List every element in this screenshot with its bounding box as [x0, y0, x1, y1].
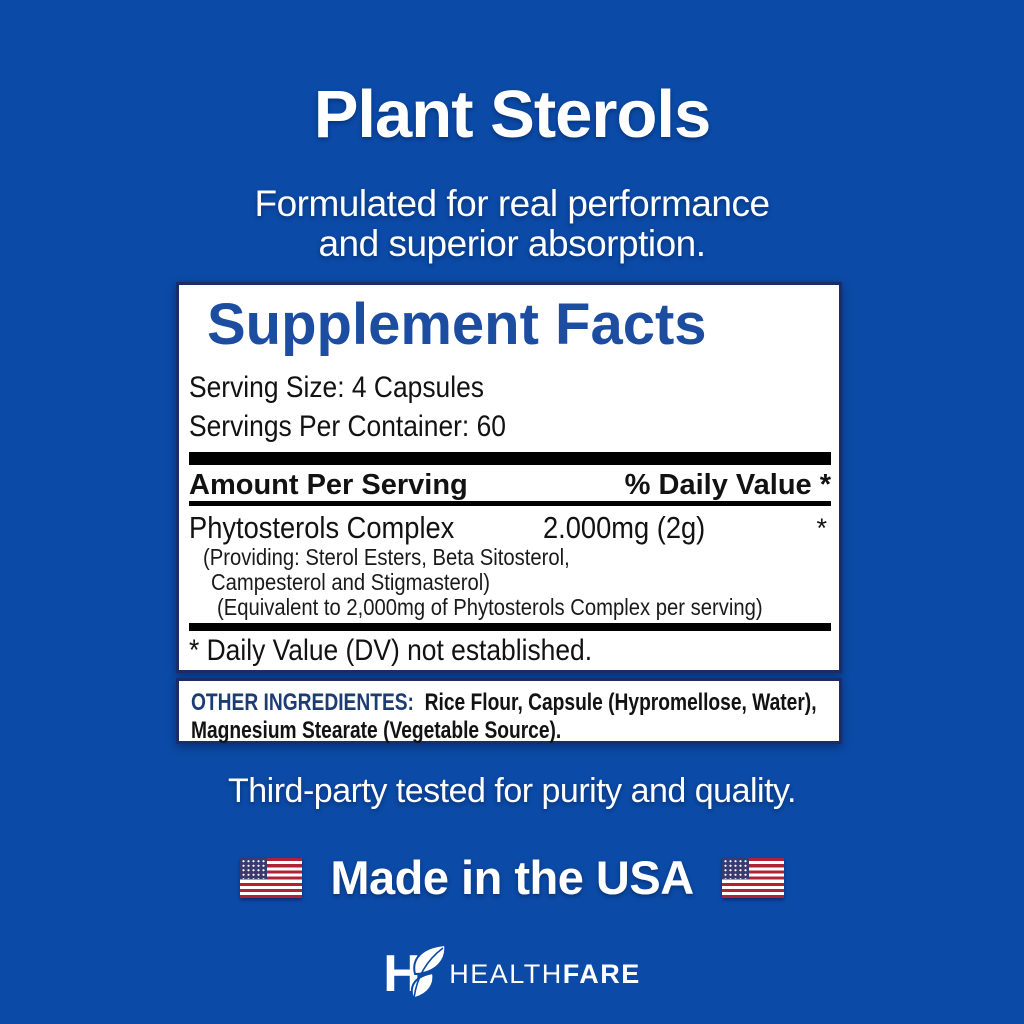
column-header-row: Amount Per Serving % Daily Value *	[189, 469, 831, 501]
page-title: Plant Sterols	[313, 77, 712, 152]
nutrient-dv-asterisk: *	[816, 513, 827, 543]
daily-value-footnote: * Daily Value (DV) not established.	[189, 634, 593, 667]
usa-flag-icon	[240, 857, 303, 898]
healthfare-logo-text: HEALTHFARE	[449, 959, 641, 990]
nutrient-amount: 2.000mg (2g)	[542, 510, 705, 545]
usa-flag-icon	[721, 857, 784, 898]
nutrient-subline-3: (Equivalent to 2,000mg of Phytosterols C…	[217, 594, 763, 620]
other-ingredients-text-1: Rice Flour, Capsule (Hypromellose, Water…	[424, 689, 817, 716]
subtitle-line-2: and superior absorption.	[318, 223, 706, 264]
third-party-tested-line: Third-party tested for purity and qualit…	[228, 772, 796, 810]
healthfare-logo-mark: H	[383, 944, 447, 1000]
logo-text-fare: FARE	[562, 958, 641, 989]
leaf-icon	[411, 944, 447, 999]
nutrient-row: Phytosterols Complex 2.000mg (2g) *	[189, 511, 831, 545]
supplement-facts-heading: Supplement Facts	[207, 292, 707, 357]
nutrient-subline-1: (Providing: Sterol Esters, Beta Sitoster…	[203, 544, 570, 570]
servings-per-container: Servings Per Container: 60	[189, 410, 506, 443]
logo-text-health: HEALTH	[449, 958, 563, 989]
divider-thick-bar	[189, 452, 831, 465]
supplement-facts-panel: Supplement Facts Serving Size: 4 Capsule…	[176, 282, 842, 673]
other-ingredients-line-1: OTHER INGREDIENTES: Rice Flour, Capsule …	[191, 689, 817, 717]
other-ingredients-box: OTHER INGREDIENTES: Rice Flour, Capsule …	[176, 678, 842, 744]
divider-medium-rule	[189, 501, 831, 506]
nutrient-name: Phytosterols Complex	[189, 510, 455, 545]
subtitle-line-1: Formulated for real performance	[254, 183, 770, 224]
divider-thick-rule	[189, 623, 831, 631]
made-in-usa-row: Made in the USA	[0, 850, 1024, 905]
brand-logo: H HEALTHFARE	[0, 944, 1024, 1002]
other-ingredients-label: OTHER INGREDIENTES:	[191, 689, 414, 716]
other-ingredients-line-2: Magnesium Stearate (Vegetable Source).	[191, 717, 562, 744]
nutrient-subline-2: Campesterol and Stigmasterol)	[211, 569, 490, 595]
subtitle: Formulated for real performance and supe…	[0, 184, 1024, 264]
amount-per-serving-header: Amount Per Serving	[189, 469, 468, 501]
daily-value-header: % Daily Value *	[624, 469, 831, 501]
made-in-usa-text: Made in the USA	[330, 851, 694, 904]
serving-size: Serving Size: 4 Capsules	[189, 371, 484, 404]
